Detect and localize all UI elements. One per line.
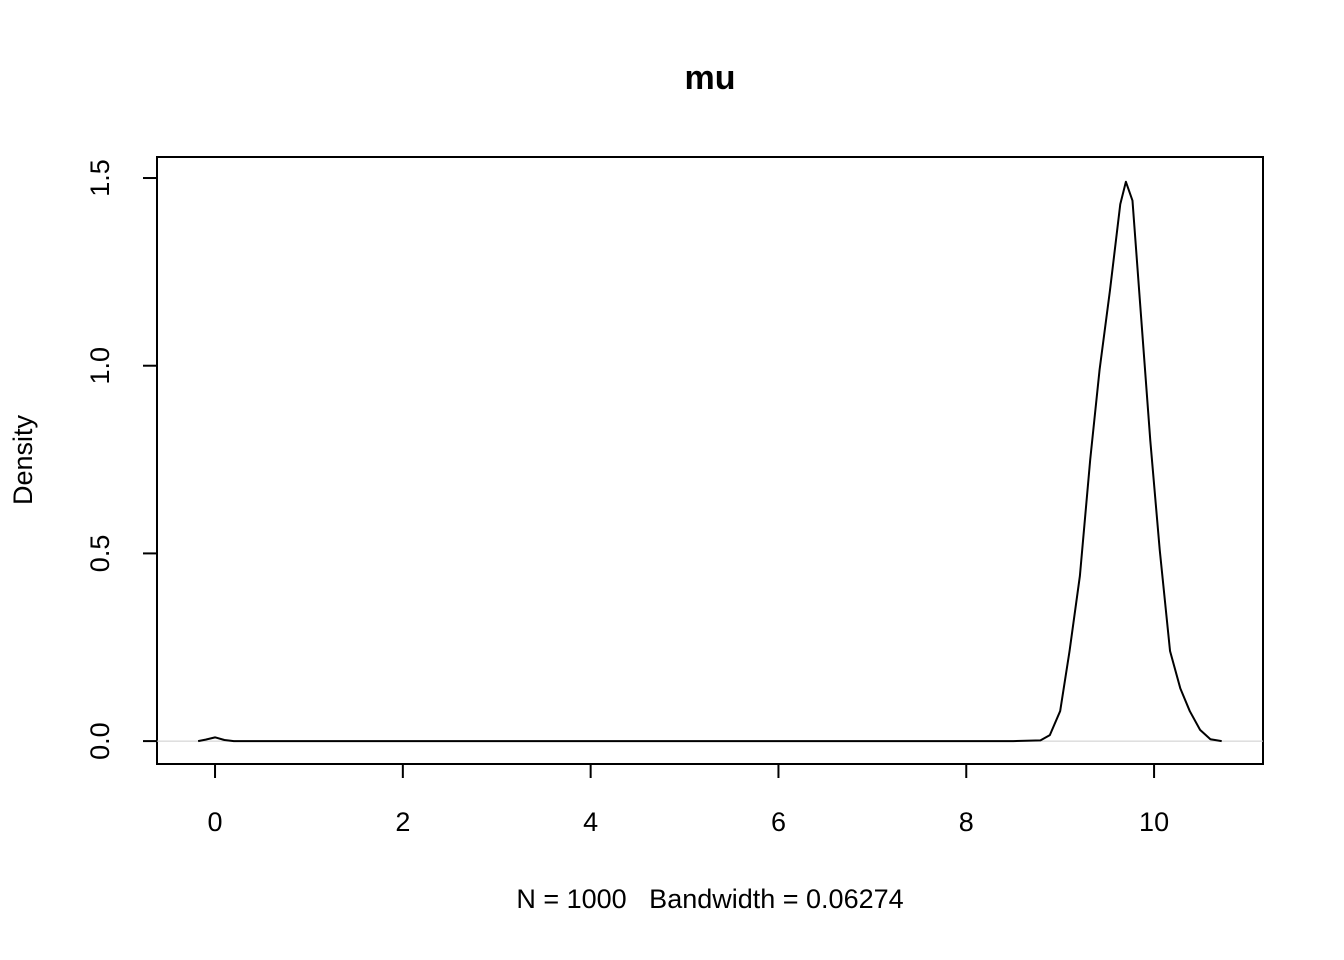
density-line — [197, 180, 1222, 743]
x-tick-label: 8 — [959, 807, 974, 837]
y-axis-label: Density — [8, 414, 38, 505]
x-tick-label: 10 — [1139, 807, 1169, 837]
y-tick-label: 0.0 — [85, 722, 115, 760]
x-tick-label: 4 — [583, 807, 598, 837]
plot-frame — [156, 156, 1264, 765]
x-tick-label: 2 — [395, 807, 410, 837]
y-tick-label: 1.0 — [85, 347, 115, 385]
x-tick-label: 6 — [771, 807, 786, 837]
y-tick-label: 0.5 — [85, 535, 115, 573]
y-tick-label: 1.5 — [85, 159, 115, 197]
x-tick-label: 0 — [208, 807, 223, 837]
chart-title: mu — [685, 59, 736, 97]
x-axis-label: N = 1000 Bandwidth = 0.06274 — [516, 884, 903, 914]
